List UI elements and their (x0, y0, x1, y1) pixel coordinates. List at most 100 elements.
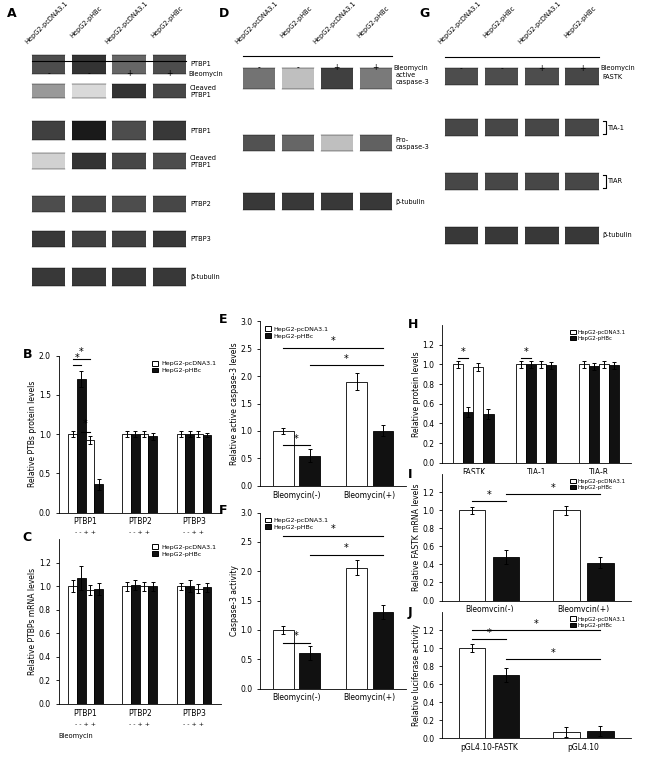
Text: H: H (408, 318, 419, 331)
Text: - - + +: - - + + (75, 722, 96, 727)
Bar (346, 382, 367, 486)
Bar (609, 366, 619, 463)
Bar (86, 440, 94, 513)
Text: *: * (294, 434, 299, 444)
Text: A: A (7, 7, 16, 20)
Bar (463, 412, 473, 463)
Text: -: - (460, 63, 463, 73)
Legend: HepG2-pcDNA3.1, HepG2-pHBc: HepG2-pcDNA3.1, HepG2-pHBc (263, 324, 331, 340)
Bar (566, 226, 599, 244)
Legend: HepG2-pcDNA3.1, HepG2-pHBc: HepG2-pcDNA3.1, HepG2-pHBc (263, 516, 331, 532)
Legend: HepG2-pcDNA3.1, HepG2-pHBc: HepG2-pcDNA3.1, HepG2-pHBc (569, 477, 628, 492)
Text: - - + +: - - + + (183, 722, 204, 727)
Bar (445, 119, 478, 136)
Bar (185, 435, 194, 513)
Bar (177, 435, 185, 513)
Text: HepG2-pHBc: HepG2-pHBc (482, 5, 517, 39)
Y-axis label: Relative PTBPs mRNA levels: Relative PTBPs mRNA levels (29, 568, 37, 675)
Bar (300, 653, 320, 688)
Text: *: * (534, 619, 539, 629)
Y-axis label: Relative FASTK mRNA levels: Relative FASTK mRNA levels (412, 483, 421, 591)
Text: *: * (551, 648, 556, 658)
Text: +: + (333, 63, 340, 72)
Text: +: + (539, 63, 545, 73)
Text: *: * (79, 347, 84, 356)
Bar (140, 435, 148, 513)
Text: - - + +: - - + + (526, 478, 547, 483)
Text: Cleaved
PTBP1: Cleaved PTBP1 (190, 155, 217, 168)
Bar (493, 557, 519, 601)
Text: -: - (87, 70, 90, 78)
Bar (484, 414, 493, 463)
Bar (112, 231, 146, 247)
Bar (525, 173, 558, 190)
Text: *: * (75, 353, 79, 363)
Bar (359, 194, 392, 210)
Legend: HepG2-pcDNA3.1, HepG2-pHBc: HepG2-pcDNA3.1, HepG2-pHBc (569, 615, 628, 630)
Bar (273, 630, 294, 688)
Bar (112, 196, 146, 212)
Bar (72, 84, 105, 99)
Bar (153, 153, 186, 169)
Bar (281, 135, 314, 151)
Bar (32, 153, 65, 169)
Text: HepG2-pcDNA3.1: HepG2-pcDNA3.1 (517, 0, 562, 44)
Text: - - + +: - - + + (183, 530, 204, 535)
Text: TIAR: TIAR (608, 178, 623, 184)
Bar (281, 68, 314, 90)
Text: HepG2-pHBc: HepG2-pHBc (70, 5, 104, 40)
Text: B: B (23, 348, 32, 361)
Bar (459, 648, 486, 738)
Bar (77, 578, 86, 704)
Text: HepG2-pHBc: HepG2-pHBc (357, 5, 391, 39)
Y-axis label: Caspase-3 activity: Caspase-3 activity (230, 565, 239, 636)
Text: - - + +: - - + + (463, 478, 484, 483)
Text: PTBP2: PTBP2 (190, 201, 211, 207)
Y-axis label: Relative PTBs protein levels: Relative PTBs protein levels (29, 381, 37, 487)
Y-axis label: Relative active caspase-3 levels: Relative active caspase-3 levels (230, 342, 239, 465)
Legend: HepG2-pcDNA3.1, HepG2-pHBc: HepG2-pcDNA3.1, HepG2-pHBc (569, 328, 628, 343)
Bar (153, 269, 186, 285)
Text: HepG2-pHBc: HepG2-pHBc (279, 5, 313, 39)
Text: +: + (579, 63, 585, 73)
Bar (493, 675, 519, 738)
Bar (112, 122, 146, 141)
Bar (525, 119, 558, 136)
Text: HepG2-pcDNA3.1: HepG2-pcDNA3.1 (105, 0, 150, 45)
Bar (566, 119, 599, 136)
Legend: HepG2-pcDNA3.1, HepG2-pHBc: HepG2-pcDNA3.1, HepG2-pHBc (150, 542, 218, 558)
Bar (589, 366, 599, 463)
Bar (546, 366, 556, 463)
Y-axis label: Relative luciferase activity: Relative luciferase activity (412, 624, 421, 726)
Text: G: G (420, 7, 430, 20)
Text: *: * (524, 347, 528, 356)
Text: FASTK: FASTK (603, 73, 623, 80)
Bar (68, 586, 77, 704)
Bar (525, 226, 558, 244)
Text: PTBP3: PTBP3 (190, 236, 211, 242)
Bar (485, 119, 518, 136)
Text: Bleomycin: Bleomycin (394, 64, 428, 70)
Bar (553, 732, 580, 738)
Text: Bleomycin: Bleomycin (58, 541, 93, 547)
Bar (320, 135, 353, 151)
Bar (566, 68, 599, 85)
Bar (203, 588, 211, 704)
Text: - - + +: - - + + (75, 530, 96, 535)
Bar (281, 194, 314, 210)
Bar (516, 364, 526, 463)
Bar (153, 84, 186, 99)
Bar (445, 226, 478, 244)
Text: *: * (331, 524, 335, 534)
Bar (372, 612, 393, 688)
Bar (68, 435, 77, 513)
Bar (177, 586, 185, 704)
Text: Bleomycin: Bleomycin (58, 734, 93, 740)
Text: E: E (219, 313, 227, 326)
Bar (122, 435, 131, 513)
Bar (485, 226, 518, 244)
Bar (32, 231, 65, 247)
Text: - - + +: - - + + (129, 722, 150, 727)
Bar (243, 68, 275, 90)
Text: *: * (344, 353, 348, 363)
